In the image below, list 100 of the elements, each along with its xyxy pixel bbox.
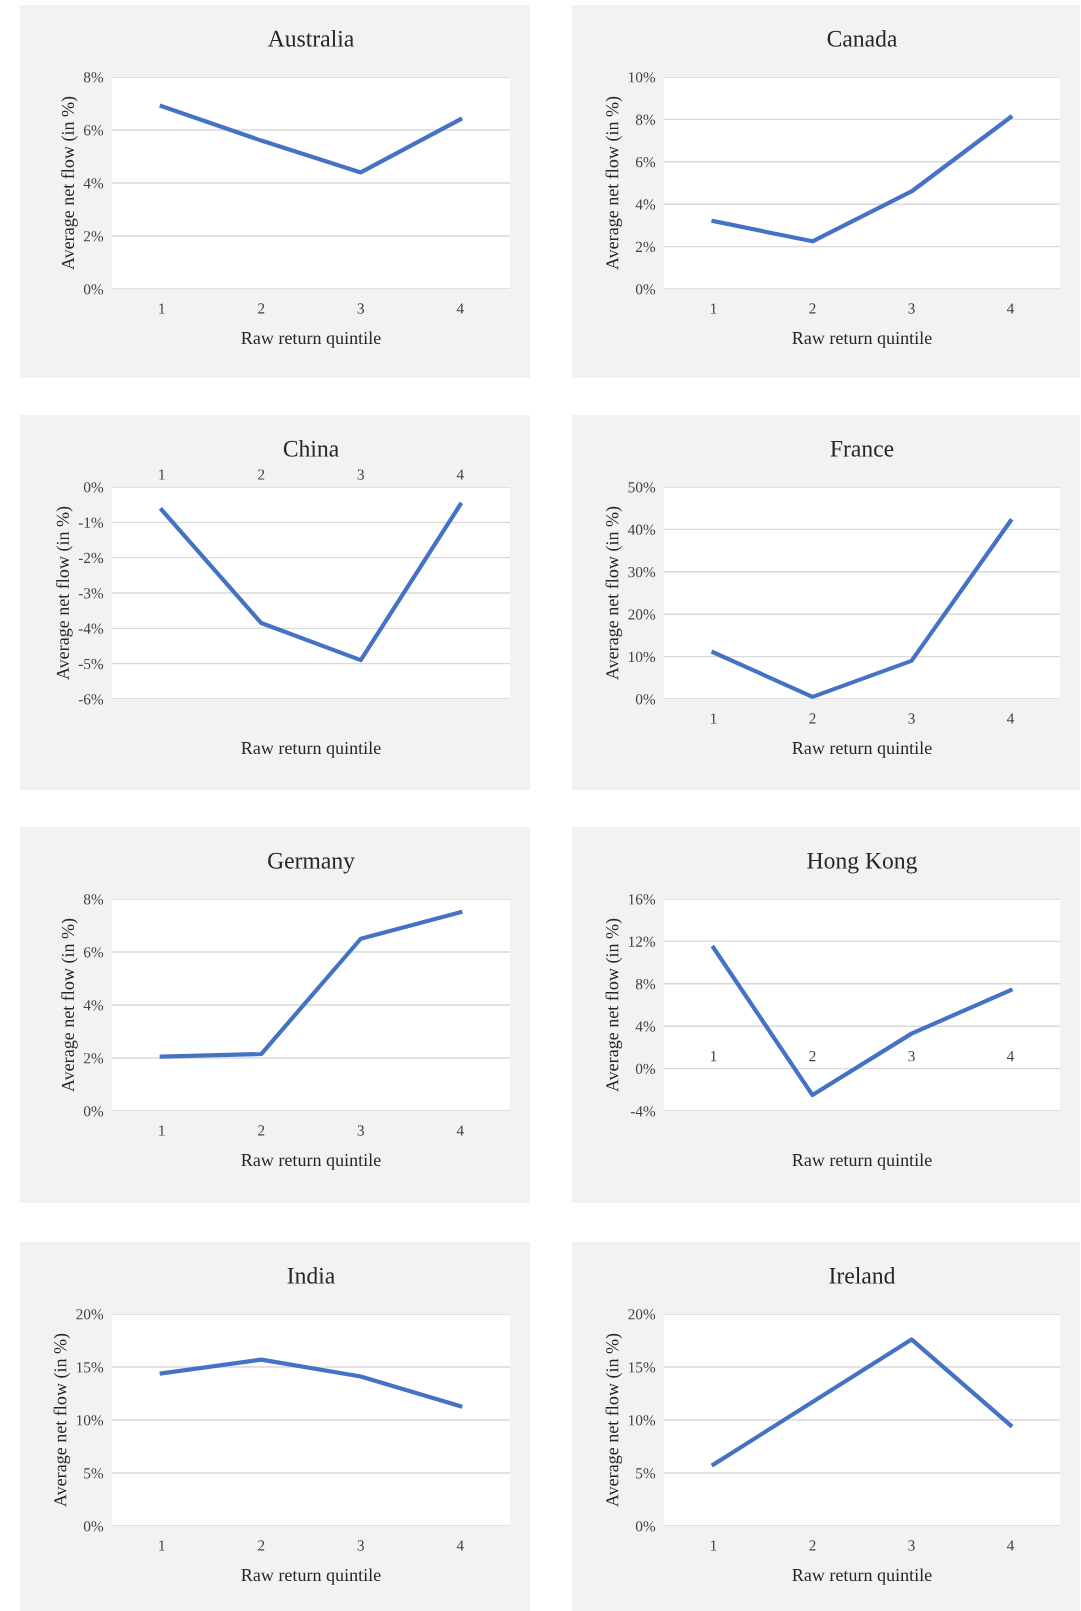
x-tick-label: 1 (159, 469, 165, 480)
x-tick-label: 1 (159, 1125, 165, 1136)
x-tick-label: 2 (809, 303, 816, 314)
x-axis-title: Raw return quintile (792, 331, 932, 348)
chart-title: Canada (827, 30, 898, 47)
x-tick-label: 4 (1006, 1051, 1015, 1062)
x-tick-label: 1 (711, 1051, 717, 1062)
line-series (159, 104, 463, 175)
y-tick-label: 0% (83, 482, 104, 493)
x-tick-label: 3 (357, 469, 364, 480)
line-series (711, 1337, 1013, 1467)
line-series (159, 502, 463, 663)
y-tick-label: 0% (635, 284, 656, 295)
line-series (711, 518, 1013, 699)
y-tick-label: 2% (83, 231, 104, 242)
y-tick-label: 0% (83, 1106, 104, 1117)
y-axis-title: Average net flow (in %) (605, 918, 623, 1092)
x-tick-label: 1 (711, 303, 717, 314)
y-tick-label: -4% (630, 1106, 656, 1117)
y-tick-label: 8% (635, 114, 656, 125)
x-tick-label: 4 (1006, 1540, 1015, 1551)
line-series (711, 115, 1013, 244)
y-tick-label: 0% (635, 1063, 656, 1075)
x-tick-label: 4 (456, 1125, 464, 1136)
x-axis-title: Raw return quintile (792, 1568, 932, 1585)
x-axis-title: Raw return quintile (241, 331, 381, 348)
y-tick-label: -5% (78, 658, 104, 670)
y-axis-title: Average net flow (in %) (605, 1333, 623, 1507)
x-axis-title: Raw return quintile (241, 1153, 381, 1170)
line-series (159, 910, 463, 1059)
y-tick-label: -6% (78, 694, 104, 705)
y-tick-label: 5% (84, 1468, 104, 1479)
y-axis-title: Average net flow (in %) (61, 96, 78, 270)
y-tick-label: 15% (77, 1362, 104, 1373)
x-tick-label: 4 (1006, 303, 1015, 314)
x-tick-label: 1 (711, 713, 717, 724)
y-tick-label: 16% (629, 894, 656, 905)
y-tick-label: 4% (83, 1000, 104, 1011)
x-tick-label: 4 (456, 469, 464, 480)
x-axis-title: Raw return quintile (792, 741, 932, 758)
y-tick-label: 0% (83, 284, 104, 295)
chart-title: China (283, 440, 339, 457)
x-axis-title: Raw return quintile (792, 1153, 932, 1170)
line-series (711, 945, 1013, 1098)
y-tick-label: 10% (629, 651, 656, 663)
y-tick-label: 4% (635, 199, 656, 210)
y-tick-label: 8% (83, 72, 104, 83)
x-tick-label: 1 (159, 303, 165, 314)
y-axis-title: Average net flow (in %) (61, 918, 78, 1092)
x-tick-label: 2 (258, 1125, 265, 1136)
x-tick-label: 3 (357, 1125, 364, 1136)
y-tick-label: 0% (635, 694, 656, 705)
chart-title: Ireland (829, 1267, 896, 1284)
x-tick-label: 3 (357, 1540, 364, 1551)
y-tick-label: 0% (83, 1521, 104, 1532)
x-tick-label: 2 (258, 469, 265, 480)
y-axis-title: Average net flow (in %) (605, 96, 623, 270)
y-tick-label: 40% (627, 524, 656, 535)
chart-title: Germany (268, 852, 355, 874)
y-tick-label: 8% (635, 978, 656, 990)
y-tick-label: 6% (83, 125, 104, 136)
y-tick-label: 30% (628, 566, 656, 578)
y-tick-label: 10% (629, 1415, 656, 1426)
x-tick-label: 4 (1006, 713, 1015, 724)
x-tick-label: 2 (258, 303, 265, 314)
y-tick-label: 12% (629, 936, 656, 947)
y-tick-label: 50% (628, 482, 656, 493)
line-series (159, 1357, 463, 1409)
y-axis-title: Average net flow (in %) (605, 506, 623, 680)
y-tick-label: 10% (77, 1415, 104, 1426)
x-tick-label: 2 (809, 1540, 816, 1551)
y-tick-label: 15% (629, 1362, 656, 1373)
chart-title: France (830, 440, 894, 457)
x-tick-label: 2 (809, 713, 816, 724)
y-tick-label: 2% (635, 241, 656, 253)
x-tick-label: 1 (711, 1540, 717, 1551)
x-tick-label: 3 (908, 1051, 915, 1062)
y-axis-title: Average net flow (in %) (56, 506, 73, 680)
chart-title: Hong Kong (807, 852, 917, 874)
y-tick-label: 4% (635, 1021, 656, 1032)
x-tick-label: 4 (456, 303, 464, 314)
y-tick-label: 4% (83, 178, 104, 189)
y-tick-label: 6% (83, 947, 104, 958)
y-tick-label: 8% (83, 894, 104, 905)
x-tick-label: 3 (908, 1540, 915, 1551)
chart-title: Australia (267, 30, 354, 47)
x-tick-label: 2 (809, 1051, 816, 1062)
y-tick-label: 10% (629, 72, 656, 83)
y-tick-label: -4% (78, 623, 104, 634)
x-axis-title: Raw return quintile (241, 741, 381, 758)
y-tick-label: 0% (635, 1521, 656, 1532)
y-tick-label: 6% (635, 156, 656, 168)
y-tick-label: 20% (628, 1309, 656, 1320)
x-axis-title: Raw return quintile (241, 1568, 381, 1585)
y-tick-label: -1% (78, 517, 104, 528)
y-tick-label: -3% (78, 588, 104, 599)
x-tick-label: 1 (159, 1540, 165, 1551)
y-tick-label: 20% (628, 609, 656, 620)
x-tick-label: 3 (908, 713, 915, 724)
y-tick-label: 5% (636, 1468, 656, 1479)
